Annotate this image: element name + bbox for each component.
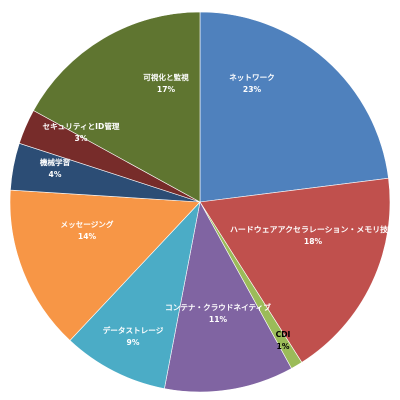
pie-slice-5: [69, 201, 201, 389]
slice-value-9: 17%: [157, 85, 176, 94]
pie-labels: ネットワーク 23% ハードウェアアクセラレーション・メモリ技術 18% CDI 1% コン…: [40, 72, 397, 351]
pie-slice-2: [199, 177, 391, 363]
pie-slice-9: [33, 11, 201, 203]
pie-slices: [9, 11, 391, 393]
slice-value-2: 18%: [304, 237, 323, 246]
slice-value-5: 9%: [127, 338, 140, 347]
slice-value-4: 11%: [209, 315, 228, 324]
slice-label-1: ネットワーク: [229, 72, 275, 82]
slice-label-9: 可視化と監視: [143, 72, 189, 82]
slice-value-6: 14%: [78, 232, 97, 241]
slice-label-4: コンテナ・クラウドネイティブ: [165, 302, 271, 312]
slice-label-2: ハードウェアアクセラレーション・メモリ技術: [230, 224, 396, 234]
slice-value-7: 4%: [49, 170, 62, 179]
slice-label-6: メッセージング: [60, 219, 113, 229]
slice-value-8: 3%: [75, 134, 88, 143]
slice-label-7: 機械学習: [40, 157, 70, 167]
pie-slice-1: [199, 11, 389, 203]
slice-value-1: 23%: [243, 85, 262, 94]
pie-slice-4: [164, 201, 292, 393]
slice-value-3: 1%: [277, 342, 290, 351]
pie-slice-6: [9, 189, 201, 341]
slice-label-8: セキュリティとID管理: [42, 121, 119, 131]
slice-label-5: データストレージ: [103, 325, 164, 335]
slice-label-3: CDI: [276, 330, 291, 339]
